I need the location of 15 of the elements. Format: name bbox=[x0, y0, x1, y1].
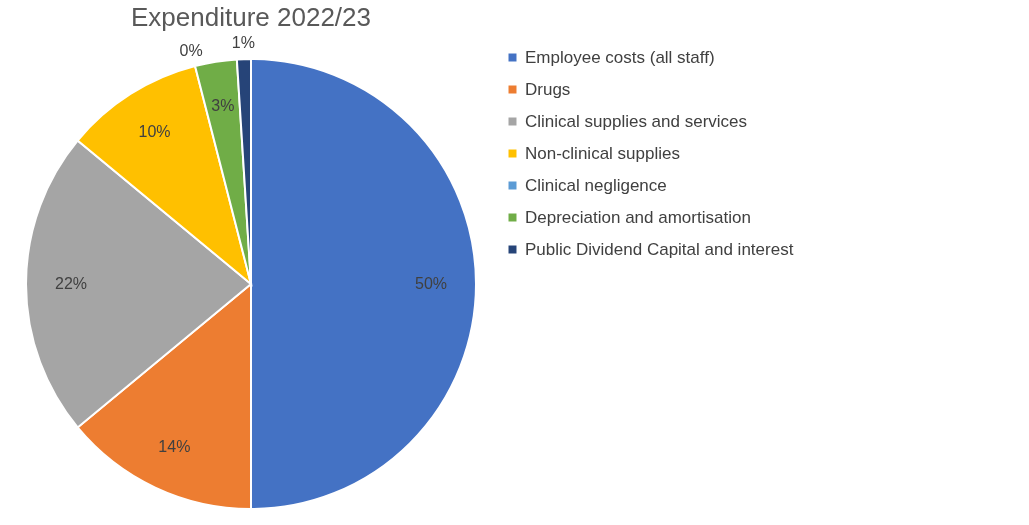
data-label: 22% bbox=[54, 275, 88, 292]
chart-title: Expenditure 2022/23 bbox=[131, 2, 371, 33]
legend-label: Clinical supplies and services bbox=[525, 111, 748, 131]
text: 0% bbox=[179, 41, 203, 59]
data-label: 14% bbox=[158, 437, 191, 455]
legend-label: Non-clinical supplies bbox=[525, 143, 680, 163]
legend-label: Employee costs (all staff) bbox=[525, 47, 715, 67]
data-label: 1% bbox=[231, 34, 255, 52]
data-label: 3% bbox=[211, 97, 235, 115]
data-label: 10% bbox=[138, 123, 171, 141]
data-label: 50% bbox=[414, 275, 448, 292]
legend-label: Drugs bbox=[525, 79, 571, 99]
legend-label: Depreciation and amortisation bbox=[525, 207, 751, 227]
legend-label: Clinical negligence bbox=[525, 175, 667, 195]
legend-label: Public Dividend Capital and interest bbox=[525, 239, 794, 259]
